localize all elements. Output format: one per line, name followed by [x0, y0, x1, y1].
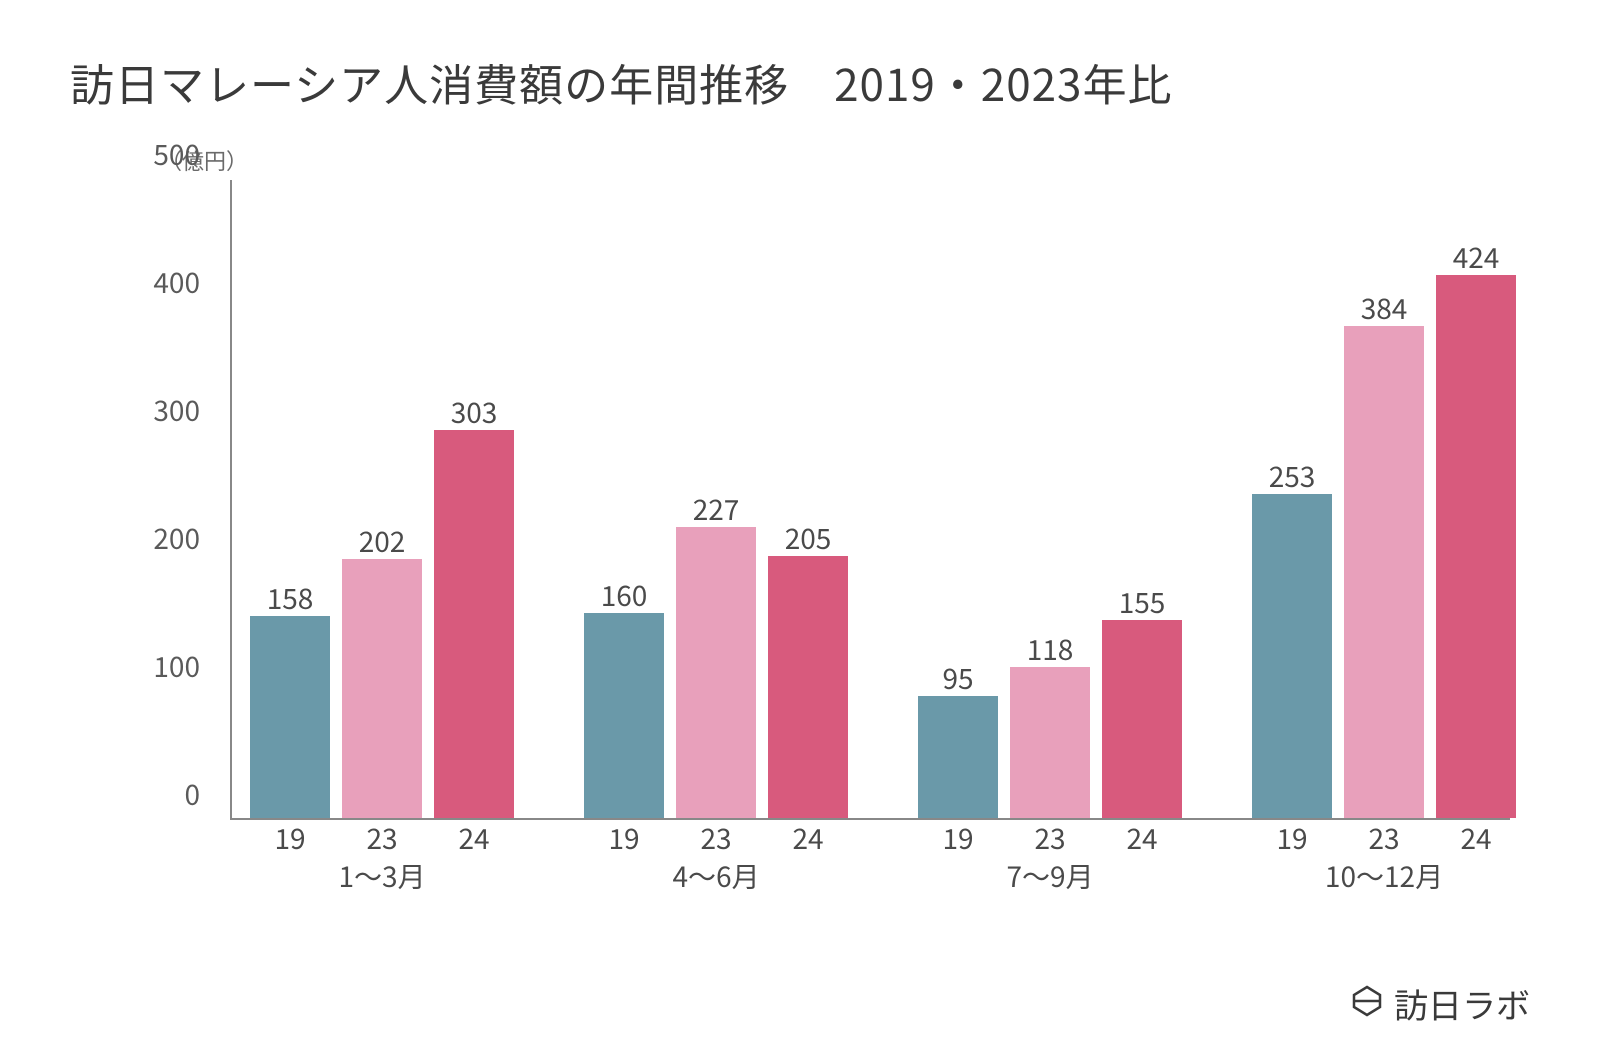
group-label: 4〜6月	[672, 856, 759, 896]
group-label: 10〜12月	[1325, 856, 1443, 896]
group-label: 7〜9月	[1006, 856, 1093, 896]
bar: 25319	[1252, 494, 1332, 818]
y-axis: 0100200300400500	[140, 180, 220, 820]
bar: 15819	[250, 616, 330, 818]
bar-group: 1601922723205244〜6月	[584, 180, 848, 818]
chart-plot: 1581920223303241〜3月1601922723205244〜6月95…	[230, 180, 1510, 820]
chart-title: 訪日マレーシア人消費額の年間推移 2019・2023年比	[70, 50, 1530, 114]
bar-value-label: 253	[1269, 456, 1316, 496]
bar-series-label: 19	[608, 818, 639, 858]
bar: 20524	[768, 556, 848, 818]
y-tick-label: 400	[153, 262, 200, 302]
bar-value-label: 205	[785, 518, 832, 558]
y-tick-label: 100	[153, 646, 200, 686]
chart-area: 0100200300400500 1581920223303241〜3月1601…	[150, 180, 1510, 900]
group-label: 1〜3月	[338, 856, 425, 896]
bar: 22723	[676, 527, 756, 818]
y-tick-label: 200	[153, 518, 200, 558]
bar-value-label: 155	[1119, 582, 1166, 622]
bar-series-label: 23	[366, 818, 397, 858]
y-tick-label: 0	[184, 774, 200, 814]
bar-value-label: 424	[1453, 237, 1500, 277]
bar-series-label: 23	[1034, 818, 1065, 858]
bar-value-label: 118	[1027, 629, 1074, 669]
bar: 16019	[584, 613, 664, 818]
bar-series-label: 23	[1368, 818, 1399, 858]
source-label: 訪日ラボ	[1394, 979, 1530, 1028]
bar-value-label: 202	[359, 521, 406, 561]
y-tick-label: 500	[153, 134, 200, 174]
bar: 9519	[918, 696, 998, 818]
bar: 15524	[1102, 620, 1182, 818]
bar-series-label: 19	[274, 818, 305, 858]
bar: 11823	[1010, 667, 1090, 818]
bar-group: 25319384234242410〜12月	[1252, 180, 1516, 818]
bar: 20223	[342, 559, 422, 818]
bar: 42424	[1436, 275, 1516, 818]
bar-series-label: 19	[1276, 818, 1307, 858]
bar-group: 1581920223303241〜3月	[250, 180, 514, 818]
bar-series-label: 24	[1126, 818, 1157, 858]
y-tick-label: 300	[153, 390, 200, 430]
bar-series-label: 19	[942, 818, 973, 858]
bar-value-label: 158	[267, 578, 314, 618]
bar-value-label: 227	[693, 489, 740, 529]
bar: 30324	[434, 430, 514, 818]
source-credit: 訪日ラボ	[1350, 979, 1530, 1028]
bar-value-label: 95	[942, 658, 973, 698]
bar-series-label: 23	[700, 818, 731, 858]
bar-value-label: 303	[451, 392, 498, 432]
source-logo-icon	[1350, 979, 1384, 1028]
bar-value-label: 160	[601, 575, 648, 615]
y-axis-unit: （億円）	[160, 144, 1530, 176]
bar-group: 951911823155247〜9月	[918, 180, 1182, 818]
bar-series-label: 24	[792, 818, 823, 858]
bar-series-label: 24	[458, 818, 489, 858]
bar-value-label: 384	[1361, 288, 1408, 328]
bar: 38423	[1344, 326, 1424, 818]
bar-series-label: 24	[1460, 818, 1491, 858]
